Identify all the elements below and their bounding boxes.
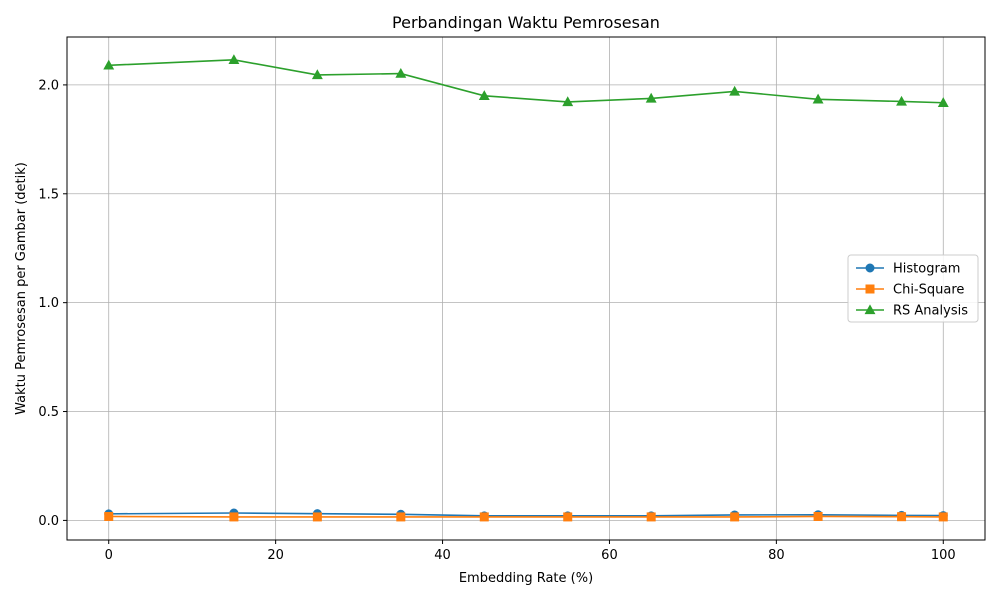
data-point (478, 90, 490, 100)
x-tick-label: 0 (105, 548, 113, 563)
tick-labels: 0 20 40 60 80 100 0.0 0.5 1.0 1.5 2.0 (38, 78, 955, 563)
x-tick-label: 60 (601, 548, 618, 563)
data-point (563, 512, 573, 522)
data-point (812, 93, 824, 104)
data-point (896, 95, 907, 106)
data-point (937, 97, 949, 107)
data-point (229, 512, 239, 522)
legend-marker (865, 284, 875, 294)
data-point (396, 512, 406, 522)
y-tick-label: 1.5 (38, 187, 59, 202)
plot-frame (66, 36, 986, 541)
data-point (938, 512, 948, 522)
axes (63, 36, 986, 544)
y-tick-label: 1.0 (38, 296, 59, 311)
data-point (312, 512, 322, 522)
data-point (103, 59, 115, 70)
data-point (897, 512, 907, 522)
data-point (730, 512, 740, 522)
grid (67, 37, 985, 540)
x-tick-label: 40 (434, 548, 451, 563)
series-chi-square (104, 511, 948, 522)
y-tick-label: 0.0 (38, 514, 59, 529)
legend-marker (865, 263, 875, 273)
x-axis-label: Embedding Rate (%) (459, 571, 593, 586)
legend-label: Histogram (893, 262, 960, 277)
data-point (562, 96, 574, 107)
legend-entry: RS Analysis (856, 304, 968, 319)
y-tick-label: 2.0 (38, 78, 59, 93)
legend-label: RS Analysis (893, 304, 968, 319)
series-layer (103, 54, 949, 522)
data-point (228, 54, 240, 65)
data-point (395, 67, 407, 78)
data-point (479, 512, 489, 522)
data-point (311, 69, 323, 80)
data-point (729, 85, 741, 96)
x-tick-label: 100 (931, 548, 956, 563)
series-rs-analysis (103, 54, 949, 107)
data-point (104, 511, 114, 521)
x-tick-label: 80 (768, 548, 785, 563)
y-tick-label: 0.5 (38, 405, 59, 420)
legend-entry: Histogram (856, 262, 960, 277)
legend-box (847, 254, 979, 323)
chart-title: Perbandingan Waktu Pemrosesan (392, 13, 660, 32)
legend-entry: Chi-Square (856, 283, 964, 298)
legend-marker (864, 304, 876, 315)
data-point (646, 512, 656, 522)
y-axis-label: Waktu Pemrosesan per Gambar (detik) (14, 162, 29, 415)
data-point (813, 511, 823, 521)
data-point (645, 92, 657, 103)
legend-label: Chi-Square (893, 283, 964, 298)
legend: Histogram Chi-Square RS Analysis (847, 254, 979, 323)
x-tick-label: 20 (267, 548, 284, 563)
